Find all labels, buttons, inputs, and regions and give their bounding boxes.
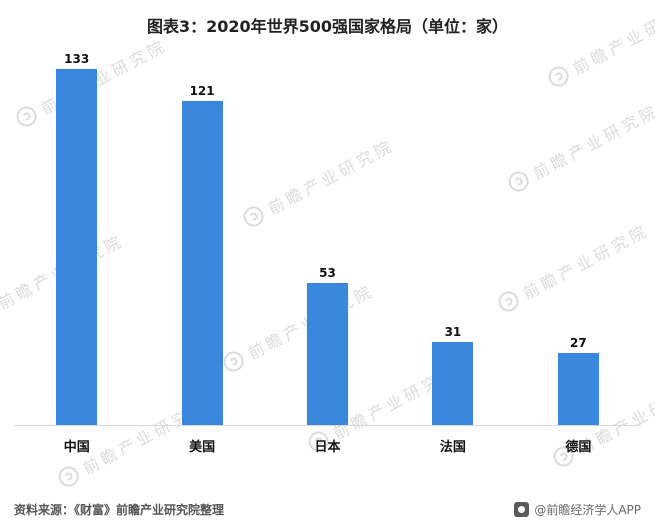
bar-column: 133 <box>14 52 139 425</box>
source-note: 资料来源：《财富》前瞻产业研究院整理 <box>14 503 225 517</box>
bar-column: 27 <box>516 336 641 425</box>
bar <box>557 353 599 425</box>
plot-area: 133 121 53 31 27 中国 美国 日本 法国 德国 <box>14 45 641 455</box>
bar <box>56 69 98 425</box>
bar-column: 53 <box>265 266 390 425</box>
x-axis-label: 日本 <box>314 440 341 455</box>
bar-value-label: 27 <box>569 336 587 350</box>
credit-text: @前瞻经济学人APP <box>534 503 641 517</box>
bar <box>181 101 223 425</box>
bar-value-label: 133 <box>64 52 90 66</box>
x-axis-label: 中国 <box>63 440 90 455</box>
app-logo-icon <box>514 502 530 517</box>
footer: 资料来源：《财富》前瞻产业研究院整理 @前瞻经济学人APP <box>0 501 655 518</box>
bar-value-label: 121 <box>189 84 215 98</box>
x-axis-label: 德国 <box>565 440 592 455</box>
bar-column: 31 <box>390 325 515 425</box>
x-axis-label: 美国 <box>189 440 216 455</box>
bar-chart: 133 121 53 31 27 <box>14 45 641 426</box>
x-axis-label: 法国 <box>439 440 466 455</box>
watermark-logo-icon <box>55 462 83 491</box>
bar <box>307 283 349 425</box>
x-axis-labels: 中国 美国 日本 法国 德国 <box>14 426 641 455</box>
bar <box>432 342 474 425</box>
bar-value-label: 53 <box>319 266 336 280</box>
bar-column: 121 <box>139 84 264 425</box>
credit-note: @前瞻经济学人APP <box>514 501 641 518</box>
chart-title: 图表3：2020年世界500强国家格局（单位：家） <box>146 17 509 36</box>
bar-value-label: 31 <box>444 325 462 339</box>
